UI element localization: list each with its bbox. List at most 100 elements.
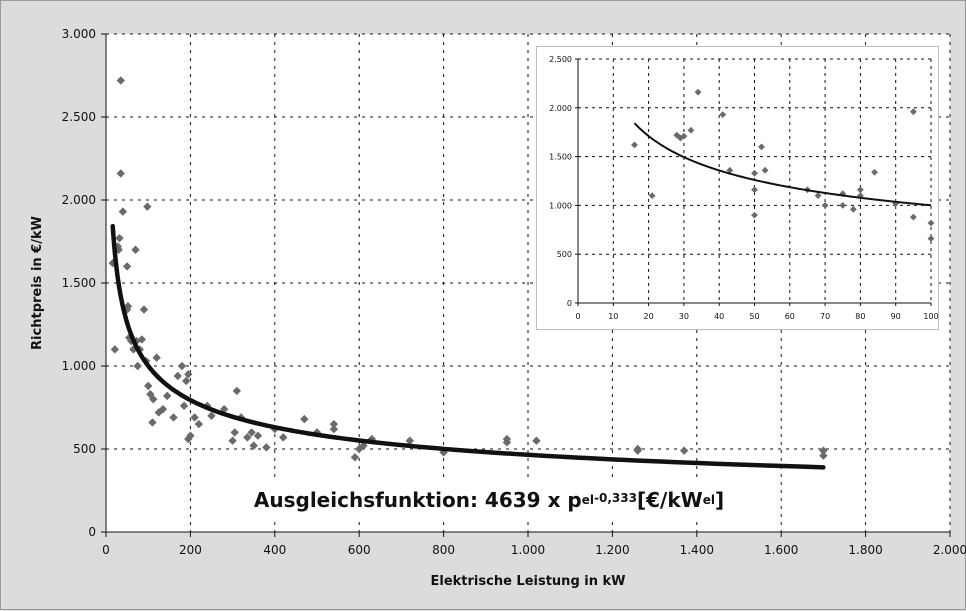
data-point	[819, 451, 828, 460]
data-point	[814, 192, 822, 200]
data-point	[405, 436, 415, 445]
data-point	[181, 376, 191, 386]
data-point	[173, 371, 182, 381]
inset-fit-curve	[633, 122, 932, 207]
data-point	[502, 438, 512, 447]
data-point	[122, 262, 132, 271]
y-tick-label: 2.000	[549, 104, 572, 113]
x-tick-label: 1.000	[511, 543, 545, 557]
data-point	[152, 353, 161, 362]
x-tick-label: 60	[785, 312, 795, 321]
inset-tick-labels: 0 10 20 30 40 50 60 70 80 90 100 0 500 1.000 1.500 2.00…	[549, 55, 939, 321]
data-point	[909, 213, 917, 221]
data-point	[909, 108, 917, 116]
data-point	[676, 134, 684, 142]
inset-points	[631, 88, 935, 242]
data-point	[839, 202, 847, 209]
data-point	[169, 413, 178, 422]
x-tick-label: 0	[575, 312, 580, 321]
x-tick-label: 800	[432, 543, 455, 557]
data-point	[751, 211, 758, 219]
data-point	[154, 408, 163, 417]
data-point	[118, 207, 128, 216]
data-point	[131, 245, 140, 254]
y-tick-label: 2.500	[62, 110, 96, 124]
x-tick-label: 80	[855, 312, 865, 321]
x-tick-label: 1.400	[680, 543, 714, 557]
x-tick-label: 1.600	[764, 543, 798, 557]
data-point	[116, 169, 125, 178]
data-point	[116, 76, 125, 85]
x-tick-label: 1.200	[595, 543, 629, 557]
data-point	[146, 390, 155, 399]
data-point	[532, 436, 541, 445]
y-tick-label: 2.500	[549, 55, 572, 64]
data-point	[230, 428, 239, 437]
data-point	[819, 446, 828, 455]
data-point	[144, 381, 153, 391]
y-tick-label: 3.000	[62, 27, 96, 41]
data-point	[927, 235, 935, 242]
x-tick-label: 70	[820, 312, 830, 321]
inset-grid	[575, 58, 932, 306]
data-point	[243, 433, 252, 442]
data-point	[680, 132, 688, 140]
data-point	[253, 431, 263, 440]
data-point	[137, 335, 147, 344]
data-point	[279, 433, 288, 442]
data-point	[149, 395, 158, 404]
data-point	[207, 411, 216, 420]
x-tick-label: 2.000	[933, 543, 966, 557]
data-point	[139, 305, 149, 314]
x-tick-label: 40	[714, 312, 724, 321]
data-point	[249, 441, 258, 450]
data-point	[184, 370, 193, 379]
data-point	[679, 446, 689, 455]
fit-label-bracket: ]	[714, 487, 725, 512]
data-point	[758, 143, 765, 151]
fit-label-sub-el: el	[581, 492, 595, 507]
data-point	[123, 302, 133, 311]
data-point	[300, 414, 309, 424]
data-point	[177, 361, 187, 371]
inset-svg: 0 10 20 30 40 50 60 70 80 90 100 0 500 1.000 1.500 2.00…	[549, 55, 939, 321]
x-axis-title: Elektrische Leistung in kW	[431, 574, 626, 589]
data-point	[148, 418, 157, 427]
fit-label-unit-sub: el	[702, 492, 715, 507]
data-point	[329, 424, 339, 434]
fit-label-text: Ausgleichsfunktion: 4639 x p	[253, 487, 582, 512]
data-point	[849, 205, 857, 213]
x-tick-label: 100	[923, 312, 938, 321]
data-point	[228, 436, 237, 445]
y-tick-label: 1.500	[549, 153, 572, 162]
data-point	[262, 443, 271, 452]
fit-label-unit: [€/kW	[636, 487, 703, 512]
data-point	[247, 428, 256, 437]
data-point	[110, 345, 120, 354]
y-tick-label: 0	[88, 525, 96, 539]
data-point	[839, 190, 847, 198]
x-tick-label: 0	[102, 543, 110, 557]
x-tick-label: 600	[348, 543, 371, 557]
data-point	[751, 186, 758, 194]
y-tick-label: 500	[73, 442, 96, 456]
x-tick-label: 50	[749, 312, 759, 321]
x-tick-label: 1.800	[848, 543, 882, 557]
x-tick-label: 10	[608, 312, 618, 321]
data-point	[359, 441, 368, 450]
data-point	[329, 419, 339, 429]
y-tick-label: 1.000	[549, 201, 572, 210]
data-point	[350, 453, 360, 462]
main-points	[108, 76, 828, 462]
data-point	[158, 404, 168, 414]
x-tick-label: 90	[891, 312, 901, 321]
x-tick-label: 20	[644, 312, 654, 321]
data-point	[726, 166, 734, 174]
fit-label-exponent: -0,333	[594, 490, 637, 505]
data-point	[115, 233, 124, 243]
main-tick-labels: 0 200 400 600 800 1.000 1.200 1.400 1.600 1.800 2.…	[62, 27, 966, 557]
data-point	[232, 386, 242, 396]
x-tick-label: 200	[179, 543, 202, 557]
data-point	[162, 391, 172, 401]
